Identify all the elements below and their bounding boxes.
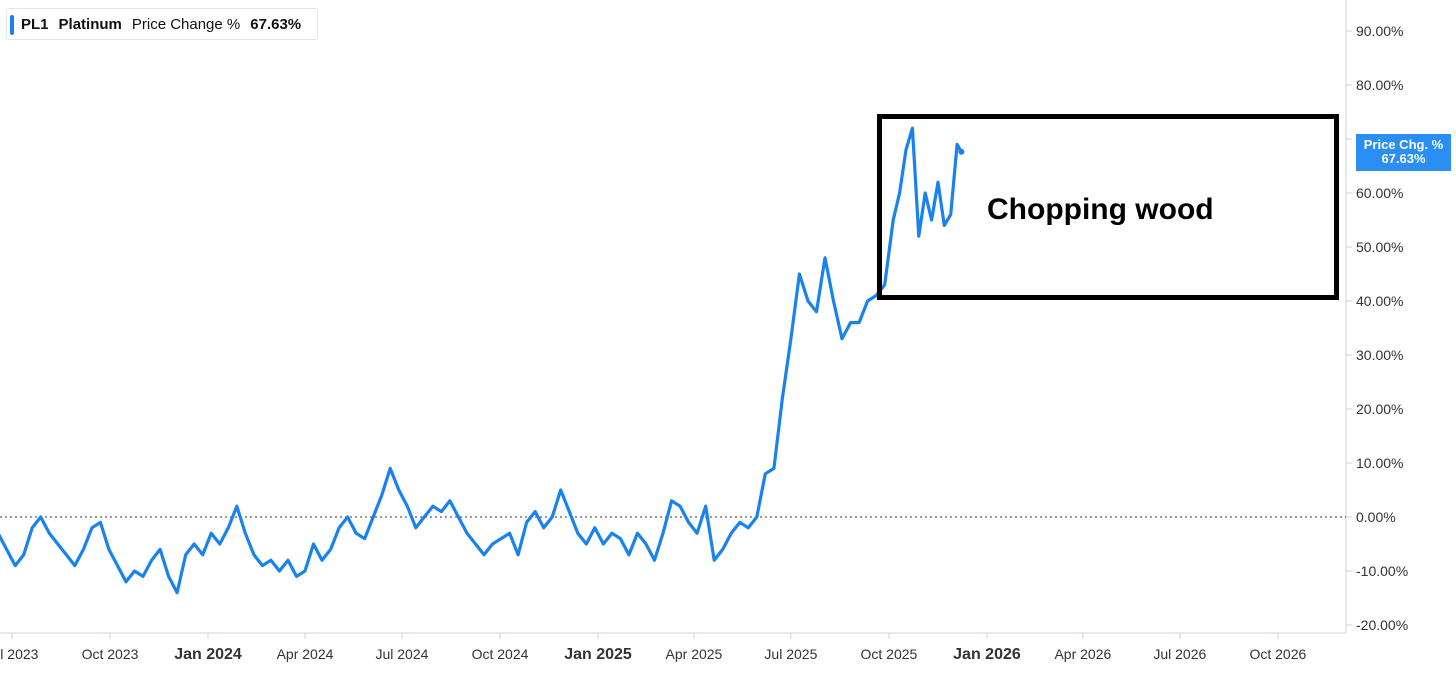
current-value: 67.63% [1381, 151, 1426, 166]
annotation-text: Chopping wood [987, 193, 1214, 226]
x-tick-label: Apr 2026 [1054, 646, 1111, 662]
y-tick-label: 0.00% [1356, 509, 1396, 525]
current-value-badge: Price Chg. % 67.63% [1356, 134, 1451, 171]
y-tick-label: 90.00% [1356, 23, 1403, 39]
y-tick-label: 60.00% [1356, 185, 1403, 201]
legend-metric: Price Change % [131, 15, 241, 33]
legend-value: 67.63% [250, 15, 302, 33]
x-tick-label: Oct 2025 [861, 646, 918, 662]
x-tick-label: Oct 2024 [472, 646, 529, 662]
x-tick-label: Jan 2024 [174, 646, 242, 663]
annotation-box [877, 114, 1339, 300]
y-tick-label: 80.00% [1356, 77, 1403, 93]
current-value-label: Price Chg. % [1363, 137, 1444, 152]
x-tick-label: Oct 2023 [82, 646, 139, 662]
x-axis-ticks: Jul 2023 Oct 2023 Jan 2024 Apr 2024 Jul 2024… [0, 633, 1306, 663]
series-layer [0, 126, 965, 595]
series-last-point [958, 148, 965, 155]
x-tick-label: Jul 2025 [764, 646, 817, 662]
y-tick-label: -10.00% [1356, 563, 1408, 579]
x-tick-label: Jul 2026 [1153, 646, 1206, 662]
x-tick-label: Jan 2026 [953, 646, 1021, 663]
y-tick-label: -20.00% [1356, 617, 1408, 633]
x-tick-label: Apr 2025 [666, 646, 723, 662]
y-tick-label: 30.00% [1356, 347, 1403, 363]
x-tick-label: Jul 2023 [0, 646, 39, 662]
y-axis-ticks: 90.00%80.00%70.00%60.00%50.00%40.00%30.0… [1346, 23, 1408, 633]
axes [0, 0, 1347, 634]
x-tick-label: Jul 2024 [375, 646, 428, 662]
y-tick-label: 10.00% [1356, 455, 1403, 471]
series-line [0, 126, 964, 595]
legend-ticker: PL1 [21, 15, 49, 33]
legend: PL1 Platinum Price Change % 67.63% [6, 8, 319, 40]
x-tick-label: Apr 2024 [277, 646, 334, 662]
x-tick-label: Oct 2026 [1249, 646, 1306, 662]
y-tick-label: 20.00% [1356, 401, 1403, 417]
y-tick-label: 50.00% [1356, 239, 1403, 255]
x-tick-label: Jan 2025 [564, 646, 632, 663]
legend-series-name: Platinum [58, 15, 122, 33]
legend-series-swatch [10, 15, 14, 35]
y-tick-label: 40.00% [1356, 293, 1403, 309]
